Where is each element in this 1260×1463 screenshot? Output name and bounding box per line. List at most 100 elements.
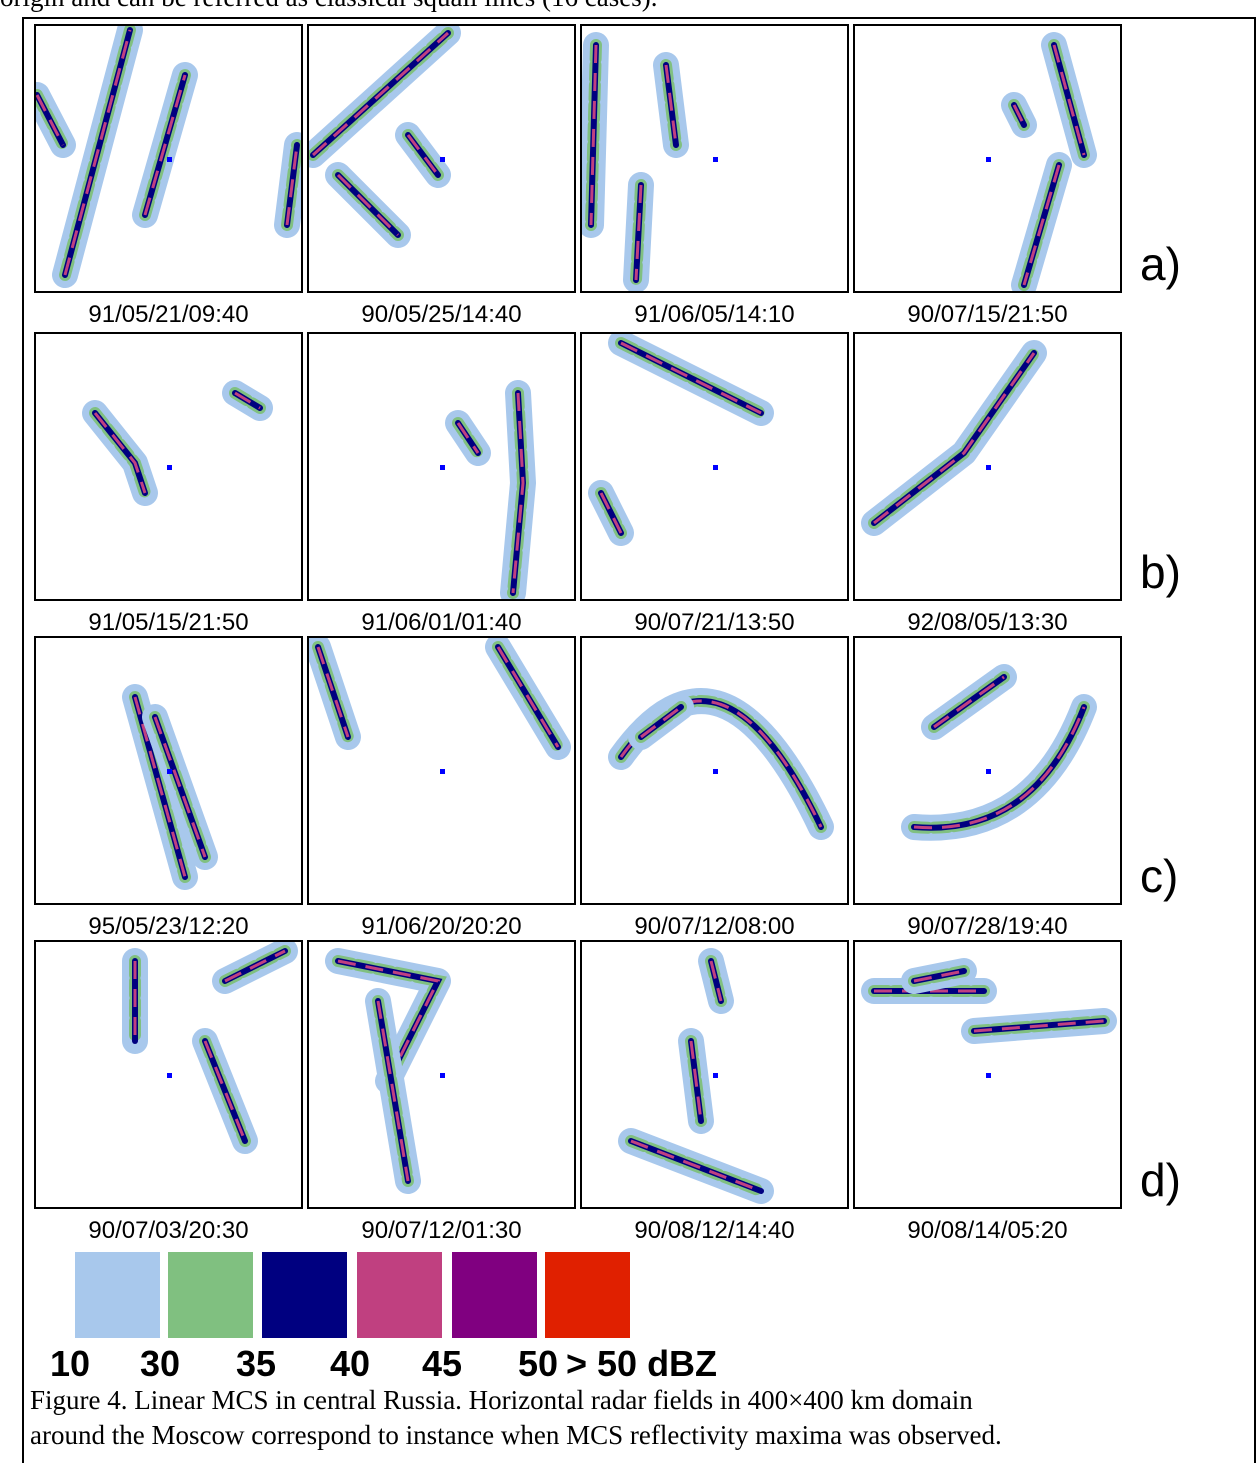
- radar-center: [167, 1073, 172, 1078]
- radar-center: [167, 769, 172, 774]
- radar-panel: [580, 24, 849, 293]
- echo-40: [599, 492, 623, 534]
- radar-echoes: [581, 32, 689, 292]
- panel-timestamp: 90/07/15/21:50: [907, 301, 1067, 328]
- echo-40: [913, 969, 965, 983]
- radar-echoes: [445, 380, 536, 600]
- echo-40: [143, 74, 187, 216]
- panel-timestamp: 91/06/20/20:20: [361, 913, 521, 940]
- radar-echoes: [861, 340, 1047, 536]
- panel-timestamp: 95/05/23/12:20: [88, 913, 248, 940]
- panel-frame: [307, 332, 576, 601]
- radar-echoes: [122, 941, 298, 1154]
- radar-panel: [34, 940, 303, 1209]
- row-label: d): [1140, 1154, 1181, 1206]
- echo-40: [1012, 104, 1026, 126]
- radar-panel: [307, 332, 576, 601]
- echo-40: [689, 1040, 703, 1122]
- panel-frame: [853, 940, 1122, 1209]
- panel-timestamp: 92/08/05/13:30: [907, 609, 1067, 636]
- panel-timestamp: 90/07/03/20:30: [88, 1217, 248, 1244]
- echo-40: [316, 646, 350, 738]
- panel-frame: [853, 332, 1122, 601]
- radar-center: [440, 1073, 445, 1078]
- legend-label: 40: [330, 1343, 370, 1384]
- echo-40: [640, 705, 682, 739]
- legend-label: 45: [422, 1343, 462, 1384]
- radar-panel: [853, 24, 1122, 293]
- panel-frame: [34, 332, 303, 601]
- radar-echoes: [861, 958, 1117, 1044]
- panel-timestamp: 90/07/12/08:00: [634, 913, 794, 940]
- echo-40: [589, 44, 598, 226]
- intro-text: origin and can be referred as classical …: [0, 0, 657, 12]
- radar-panel: [34, 332, 303, 601]
- radar-panel: [580, 332, 849, 601]
- radar-echoes: [82, 380, 273, 506]
- radar-echoes: [588, 333, 774, 546]
- panel-timestamp: 90/07/21/13:50: [634, 609, 794, 636]
- radar-panel: [307, 636, 576, 905]
- panel-frame: [34, 24, 303, 293]
- echo-40: [933, 675, 1005, 729]
- echo-40: [35, 94, 65, 146]
- radar-panel: [853, 332, 1122, 601]
- radar-panel: [853, 940, 1122, 1209]
- radar-panel: [307, 24, 576, 293]
- panel-frame: [307, 24, 576, 293]
- radar-echoes: [1001, 32, 1097, 292]
- legend-label: 30: [140, 1343, 180, 1384]
- radar-echoes: [608, 688, 834, 840]
- panel-grid: 91/05/21/09:40 90/05/25/14:40 91/06/05/14:…: [34, 24, 1181, 1244]
- legend-label: > 50 dBZ: [566, 1343, 717, 1384]
- panel-frame: [580, 24, 849, 293]
- legend-swatch: [262, 1252, 347, 1338]
- echo-40: [511, 392, 525, 594]
- echo-40: [285, 144, 299, 226]
- radar-echoes: [618, 948, 774, 1204]
- panel-frame: [34, 636, 303, 905]
- echo-40: [63, 29, 132, 276]
- radar-echoes: [325, 948, 451, 1194]
- echo-40: [406, 134, 440, 176]
- radar-center: [713, 157, 718, 162]
- figure-frame: [22, 17, 1256, 1463]
- radar-panel: [34, 24, 303, 293]
- radar-center: [713, 465, 718, 470]
- legend-label: 35: [236, 1343, 276, 1384]
- echo-40: [456, 422, 480, 454]
- panel-timestamp: 91/05/15/21:50: [88, 609, 248, 636]
- panel-timestamp: 90/07/12/01:30: [361, 1217, 521, 1244]
- echo-40: [203, 1040, 247, 1142]
- panel-timestamp: 90/05/25/14:40: [361, 301, 521, 328]
- legend-swatch: [452, 1252, 537, 1338]
- radar-center: [713, 769, 718, 774]
- panel-timestamp: 91/06/05/14:10: [634, 301, 794, 328]
- radar-center: [713, 1073, 718, 1078]
- panel-frame: [853, 636, 1122, 905]
- echo-40: [973, 1019, 1105, 1033]
- panel-frame: [34, 940, 303, 1209]
- echo-40: [709, 960, 723, 1002]
- radar-center: [440, 769, 445, 774]
- echo-40: [913, 706, 1086, 830]
- radar-center: [986, 465, 991, 470]
- panel-frame: [307, 940, 576, 1209]
- echo-40: [376, 1000, 410, 1182]
- echo-40: [234, 391, 261, 410]
- legend-label: 10: [50, 1343, 90, 1384]
- radar-panel: [580, 636, 849, 905]
- radar-center: [440, 157, 445, 162]
- echo-35: [618, 340, 764, 416]
- row-label: a): [1140, 238, 1181, 290]
- panel-timestamp: 91/06/01/01:40: [361, 609, 521, 636]
- echo-40: [224, 949, 286, 983]
- caption-line: around the Moscow correspond to instance…: [30, 1420, 1002, 1450]
- radar-center: [167, 465, 172, 470]
- legend-swatch: [545, 1252, 630, 1338]
- radar-echoes: [308, 25, 461, 248]
- echo-40: [337, 959, 441, 1082]
- legend-label: 50: [518, 1343, 558, 1384]
- radar-panel: [34, 636, 303, 905]
